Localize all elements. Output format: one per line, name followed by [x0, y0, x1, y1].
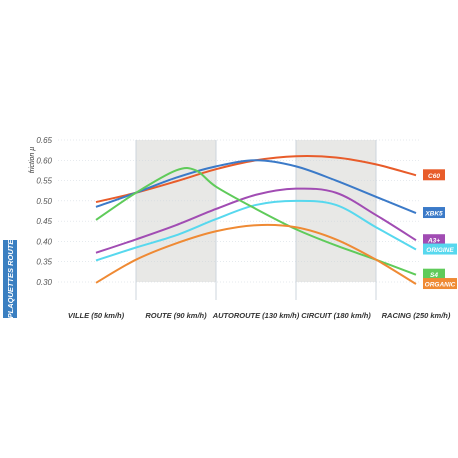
category-label: AUTOROUTE (130 km/h) [212, 311, 300, 320]
legend-swatch [423, 234, 445, 246]
legend-label: C60 [428, 173, 440, 180]
legend-label: XBK5 [424, 211, 443, 218]
side-label-box: PLAQUETTES ROUTE [3, 239, 17, 319]
y-tick-label: 0.35 [36, 258, 52, 267]
category-label: CIRCUIT (180 km/h) [301, 311, 371, 320]
shaded-band-1 [296, 140, 376, 282]
y-tick-label: 0.55 [36, 177, 52, 186]
y-tick-label: 0.30 [36, 278, 52, 287]
category-label: ROUTE (90 km/h) [145, 311, 207, 320]
series-line-organic [95, 223, 417, 285]
category-label: RACING (250 km/h) [382, 311, 451, 320]
legend-swatch [423, 207, 445, 219]
y-tick-labels: 0.30 0.35 0.40 0.45 0.50 0.55 0.60 0.65 [36, 136, 52, 287]
legend-tag: ORGANIC [423, 278, 457, 290]
y-tick-label: 0.40 [36, 237, 52, 246]
legend-swatch [423, 243, 457, 255]
y-tick-label: 0.60 [36, 156, 52, 165]
category-label: VILLE (50 km/h) [68, 311, 125, 320]
legend-tag: A3+ [423, 234, 445, 246]
legend-swatch [423, 169, 445, 181]
y-tick-label: 0.45 [36, 217, 52, 226]
shaded-bands [136, 140, 376, 282]
legend: C60 XBK5 A3+ ORIGINE S4 ORGANIC [423, 169, 457, 290]
legend-label: S4 [430, 272, 438, 279]
y-axis-label: friction µ [29, 147, 36, 174]
legend-swatch [423, 268, 445, 280]
legend-tag: S4 [423, 268, 445, 280]
series-line-xbk5 [95, 159, 417, 214]
legend-tag: C60 [423, 169, 445, 181]
legend-tag: XBK5 [423, 207, 445, 219]
y-tick-label: 0.65 [36, 136, 52, 145]
legend-label: ORGANIC [425, 282, 456, 289]
legend-tag: ORIGINE [423, 243, 457, 255]
category-labels: VILLE (50 km/h) ROUTE (90 km/h) AUTOROUTE … [68, 311, 451, 320]
legend-label: A3+ [427, 238, 440, 245]
y-tick-label: 0.50 [36, 197, 52, 206]
legend-label: ORIGINE [426, 247, 454, 254]
shaded-band-0 [136, 140, 216, 282]
series-lines [95, 155, 417, 285]
series-line-s4 [95, 167, 417, 276]
legend-swatch [423, 278, 457, 290]
series-line-a3- [95, 187, 417, 254]
series-line-origine [95, 199, 417, 262]
side-label: PLAQUETTES ROUTE [6, 239, 15, 319]
